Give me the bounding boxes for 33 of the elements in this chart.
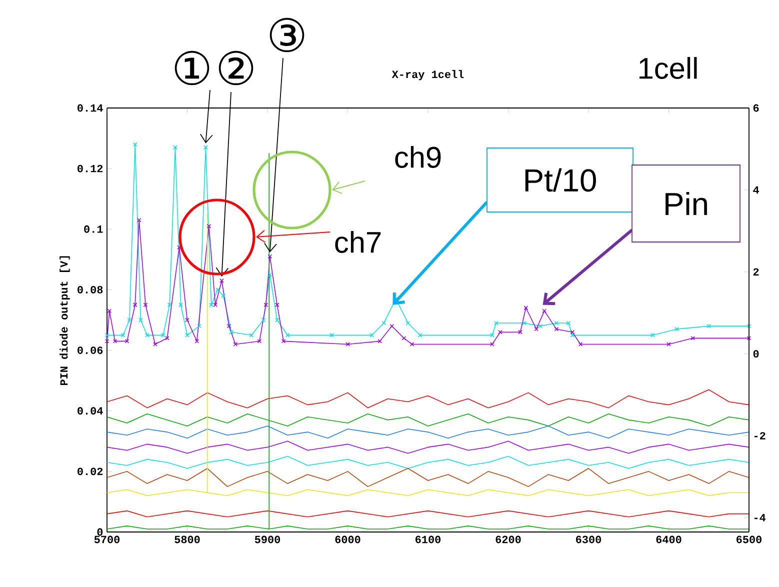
x-tick-label: 6100 xyxy=(416,536,441,544)
annotation: ① xyxy=(174,50,210,86)
y-tick-label: 0.02 xyxy=(78,468,103,476)
y2-tick-label: 6 xyxy=(753,104,759,112)
y-tick-label: 0 xyxy=(97,528,103,536)
annotation: ③ xyxy=(270,18,304,52)
y-tick-label: 0.14 xyxy=(78,104,103,112)
x-tick-label: 6400 xyxy=(656,536,682,544)
chart-title: X-ray 1cell xyxy=(392,70,464,80)
text: 1cell xyxy=(640,57,697,79)
x-tick-label: 6300 xyxy=(576,536,602,544)
x-tick-label: 5800 xyxy=(174,536,200,544)
annotation: ② xyxy=(218,50,254,86)
x-tick-label: 6200 xyxy=(496,536,521,544)
y2-tick-label: 0 xyxy=(753,350,759,358)
y2-tick-label: 4 xyxy=(753,186,760,194)
y2-tick-label: -4 xyxy=(754,514,766,522)
y-tick-label: 0.06 xyxy=(78,346,103,354)
annotation: Pin xyxy=(666,192,707,216)
y-tick-label: 0.12 xyxy=(78,164,103,172)
y-axis-title: PIN diode output [V] xyxy=(60,256,70,386)
y2-tick-label: -2 xyxy=(754,432,766,440)
y-tick-label: 0.1 xyxy=(84,225,103,233)
annotation: ch7 xyxy=(335,231,381,253)
y2-tick-label: 2 xyxy=(753,268,759,276)
annotation: Pt/10 xyxy=(525,168,596,192)
x-tick-label: 6000 xyxy=(335,536,360,544)
y-tick-label: 0.08 xyxy=(78,286,103,294)
y-tick-label: 0.04 xyxy=(78,407,103,415)
annotation: ch9 xyxy=(395,146,441,168)
x-tick-label: 5900 xyxy=(254,536,280,544)
x-tick-label: 5700 xyxy=(94,536,120,544)
x-tick-label: 6500 xyxy=(736,536,762,544)
